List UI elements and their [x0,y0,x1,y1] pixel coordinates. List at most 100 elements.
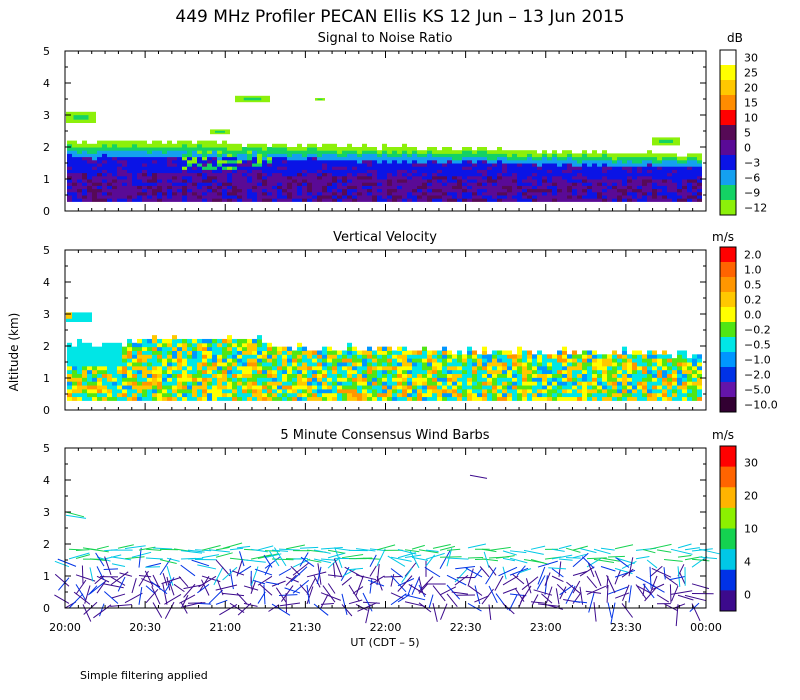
wind-barb [649,543,672,550]
snr-cell [362,179,367,183]
snr-cell [477,147,482,151]
snr-cell [632,156,637,161]
snr-cell [112,166,117,170]
velocity-cell [307,350,312,355]
velocity-cell [282,381,287,386]
colorbar-label: −6 [744,172,760,185]
velocity-cell [287,350,292,355]
snr-cell [307,182,312,186]
velocity-cell [292,396,297,401]
wind-barb [313,549,331,554]
velocity-cell [242,362,247,367]
snr-cell [92,159,97,164]
wind-barb [344,566,364,578]
snr-cell [622,191,627,196]
snr-cell [472,185,477,190]
velocity-cell [192,342,197,348]
snr-cell [442,163,447,167]
snr-cell [402,159,407,164]
snr-cell [432,159,437,164]
velocity-cell [247,338,252,344]
velocity-cell [427,365,432,371]
velocity-cell [362,365,367,371]
snr-cell [512,150,517,154]
velocity-cell [427,392,432,398]
snr-cell [337,163,342,167]
velocity-cell [122,346,127,351]
wind-barb [663,567,666,580]
velocity-cell [457,373,462,378]
velocity-cell [462,365,467,371]
snr-cell [312,179,317,183]
velocity-cell [67,377,72,382]
snr-cell [142,188,147,193]
velocity-cell [482,358,487,363]
velocity-cell [402,362,407,367]
velocity-cell [257,346,262,351]
snr-cell [182,185,187,190]
snr-cell [267,188,272,193]
wind-barb [606,584,609,603]
snr-cell [582,156,587,161]
snr-cell [67,182,72,186]
velocity-cell [632,350,637,355]
velocity-cell [147,362,152,367]
velocity-cell [292,358,297,363]
snr-cell [487,150,492,154]
velocity-cell [492,373,497,378]
snr-cell [342,198,347,202]
velocity-cell [262,373,267,378]
snr-cell [77,169,82,174]
velocity-cell [387,354,392,359]
velocity-cell [527,358,532,363]
velocity-cell [282,358,287,363]
velocity-cell [142,342,147,348]
velocity-cell [622,396,627,401]
snr-cell [102,166,107,170]
snr-cell [262,159,267,164]
velocity-cell [487,362,492,367]
snr-cell [677,188,682,193]
velocity-cell [437,385,442,390]
snr-cell [667,172,672,177]
snr-cell [482,182,487,186]
snr-cell [472,179,477,183]
wind-barb [600,547,615,551]
velocity-cell [277,373,282,378]
snr-cell [382,147,387,151]
velocity-cell [422,350,427,355]
snr-cell [497,147,502,151]
velocity-cell [392,392,397,398]
snr-cell [247,195,252,199]
velocity-cell [587,362,592,367]
velocity-cell [562,362,567,367]
snr-cell [172,188,177,193]
velocity-cell [537,377,542,382]
snr-cell [597,169,602,174]
snr-cell [232,175,237,180]
velocity-cell [682,354,687,359]
colorbar-swatch [720,549,736,571]
snr-cell [367,166,372,170]
velocity-cell [297,385,302,390]
snr-cell [672,175,677,180]
snr-cell [697,191,702,196]
wind-barb [290,566,308,583]
wind-barb [397,549,417,555]
snr-cell [212,175,217,180]
snr-cell [462,185,467,190]
velocity-cell [307,362,312,367]
snr-cell [242,163,247,167]
snr-cell [457,191,462,196]
snr-cell [567,195,572,199]
snr-cell [177,188,182,193]
snr-cell [547,175,552,180]
snr-cell [647,166,652,170]
snr-cell [237,182,242,186]
snr-cell [582,185,587,190]
snr-cell [497,159,502,164]
snr-cell [182,153,187,158]
velocity-cell [487,358,492,363]
velocity-cell [137,369,142,375]
velocity-cell [592,388,597,394]
